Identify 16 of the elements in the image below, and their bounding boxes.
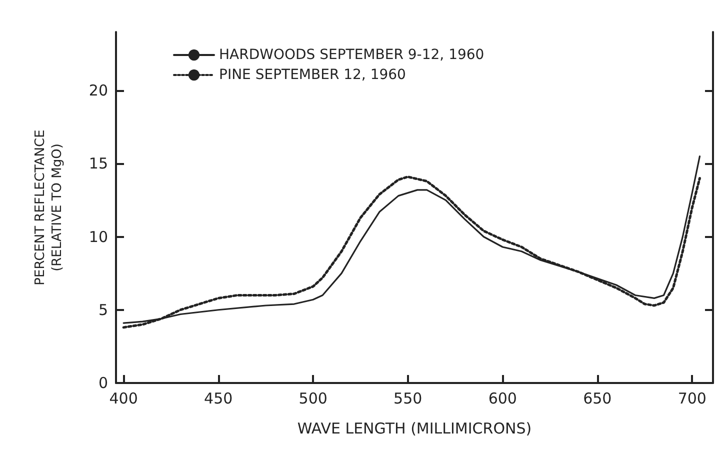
y-tick-label: 10 (88, 228, 108, 246)
x-tick-label: 450 (204, 390, 233, 408)
legend-label: PINE SEPTEMBER 12, 1960 (219, 67, 406, 83)
y-tick-label: 0 (98, 374, 108, 392)
x-tick-label: 550 (394, 390, 422, 408)
x-axis-title: WAVE LENGTH (MILLIMICRONS) (297, 420, 532, 438)
y-tick-label: 15 (88, 154, 108, 173)
x-tick-label: 650 (583, 390, 612, 408)
y-tick-label: 5 (98, 300, 108, 319)
x-tick-label: 700 (678, 390, 706, 408)
x-tick-label: 500 (298, 390, 328, 408)
x-tick-label: 600 (488, 390, 517, 408)
y-axis-title: PERCENT REFLECTANCE (RELATIVE TO MgO) (33, 130, 65, 286)
legend-label: HARDWOODS SEPTEMBER 9-12, 1960 (219, 47, 484, 63)
y-tick-label: 20 (88, 82, 108, 100)
x-tick-label: 400 (109, 390, 138, 408)
